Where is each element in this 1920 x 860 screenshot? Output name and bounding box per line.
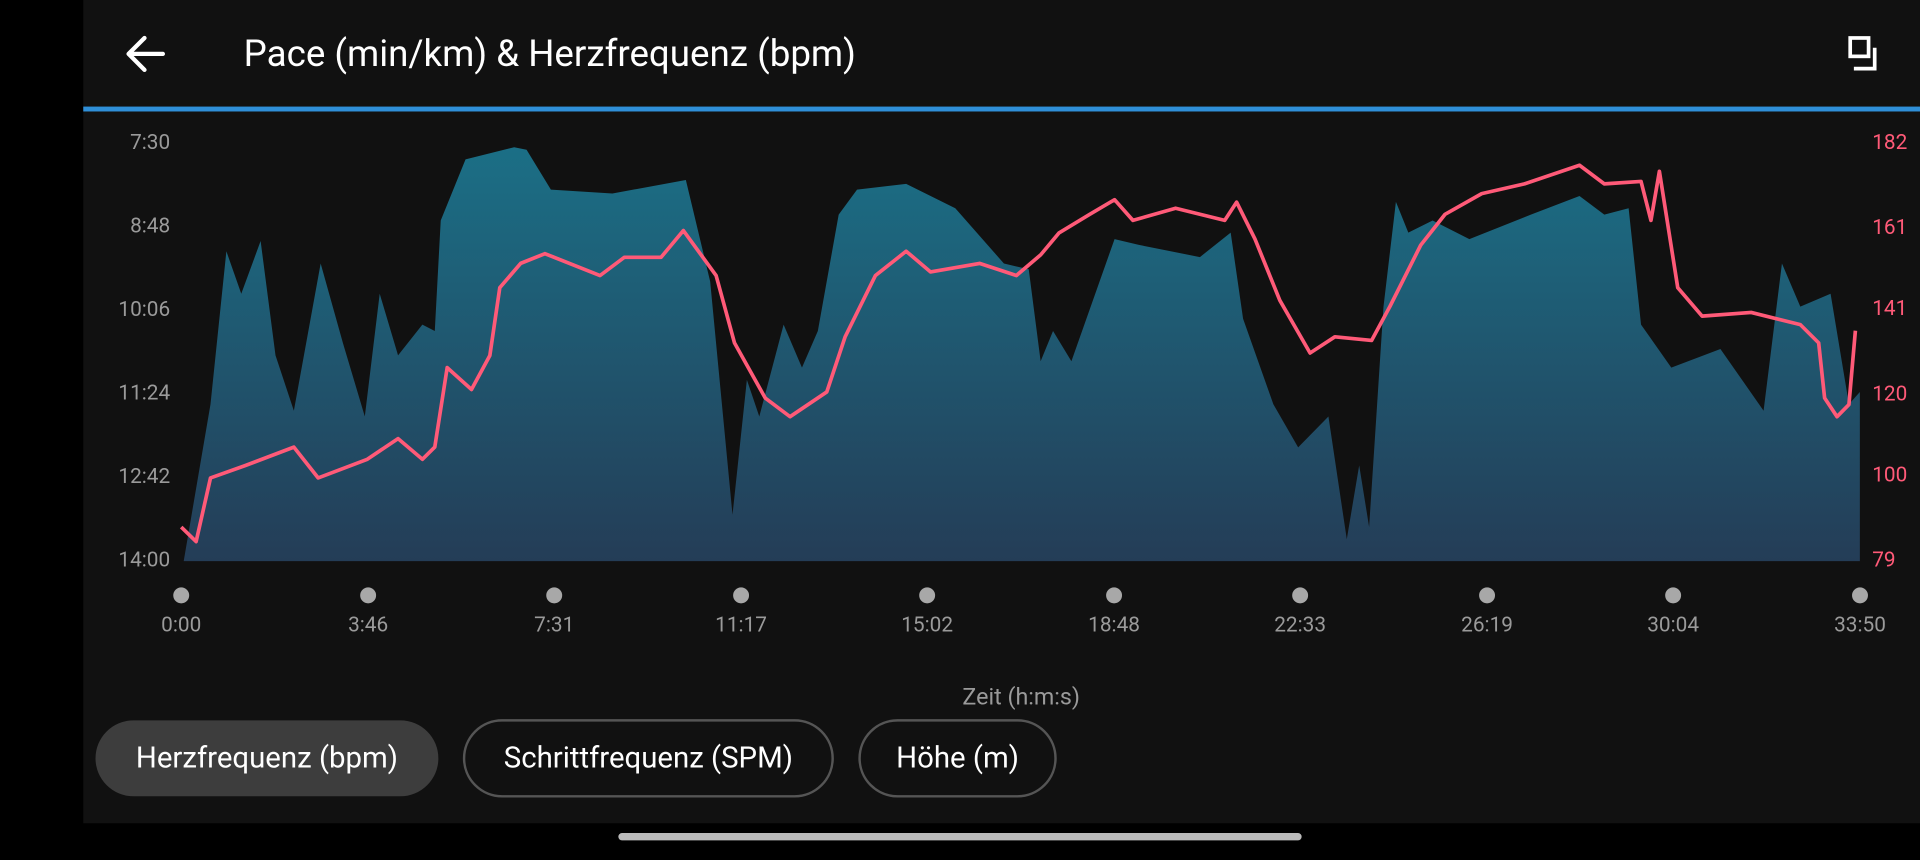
x-tick-dot <box>1852 587 1868 604</box>
x-tick-label: 33:50 <box>1834 614 1886 638</box>
y-tick-label: 8:48 <box>130 214 170 238</box>
tab-button-label[interactable]: Höhe (m) <box>896 741 1019 775</box>
x-tick-dot <box>1292 587 1309 604</box>
x-tick-dot <box>1479 587 1496 604</box>
x-tick-dot <box>1665 587 1682 604</box>
back-button[interactable] <box>126 35 165 72</box>
fullscreen-button[interactable] <box>1848 36 1877 71</box>
x-tick-dot <box>546 587 563 604</box>
x-tick-label: 22:33 <box>1274 614 1326 638</box>
y-tick-label: 10:06 <box>118 298 170 322</box>
y-tick-label: 7:30 <box>130 131 170 155</box>
y2-tick-label: 120 <box>1872 382 1907 406</box>
tab-button[interactable]: Schrittfrequenz (SPM) <box>462 719 834 798</box>
pace-area <box>183 147 1860 562</box>
x-tick-dot <box>919 587 936 604</box>
x-tick-label: 26:19 <box>1461 614 1513 638</box>
x-axis-label: Zeit (h:m:s) <box>962 682 1080 710</box>
tab-button-bg[interactable] <box>95 720 439 797</box>
y2-tick-label: 182 <box>1872 131 1907 155</box>
header-divider <box>83 106 1920 112</box>
x-tick-label: 3:46 <box>348 614 388 638</box>
tab-button-label[interactable]: Schrittfrequenz (SPM) <box>504 741 793 775</box>
y2-tick-label: 161 <box>1872 216 1907 240</box>
home-indicator <box>618 833 1302 841</box>
tab-button-bg[interactable] <box>462 719 834 798</box>
y-tick-label: 12:42 <box>118 465 170 489</box>
x-tick-label: 0:00 <box>161 614 201 638</box>
y2-tick-label: 79 <box>1872 549 1895 573</box>
tab-button-label[interactable]: Herzfrequenz (bpm) <box>136 741 398 775</box>
x-tick-label: 18:48 <box>1088 614 1140 638</box>
x-tick-dot <box>733 587 750 604</box>
x-tick-label: 7:31 <box>534 614 574 638</box>
x-tick-label: 15:02 <box>901 614 953 638</box>
x-tick-label: 30:04 <box>1647 614 1699 638</box>
y-tick-label: 14:00 <box>118 549 170 573</box>
x-tick-label: 11:17 <box>715 614 767 638</box>
y2-tick-label: 100 <box>1872 463 1907 487</box>
page-title: Pace (min/km) & Herzfrequenz (bpm) <box>244 32 856 75</box>
x-tick-dot <box>173 587 190 604</box>
tab-button[interactable]: Herzfrequenz (bpm) <box>95 720 439 797</box>
y-tick-label: 11:24 <box>118 381 170 405</box>
x-tick-dot <box>1106 587 1123 604</box>
y2-tick-label: 141 <box>1872 297 1907 321</box>
heart-rate-line <box>179 163 1858 544</box>
tab-button[interactable]: Höhe (m) <box>858 719 1057 798</box>
x-tick-dot <box>360 587 377 604</box>
tab-button-bg[interactable] <box>858 719 1057 798</box>
